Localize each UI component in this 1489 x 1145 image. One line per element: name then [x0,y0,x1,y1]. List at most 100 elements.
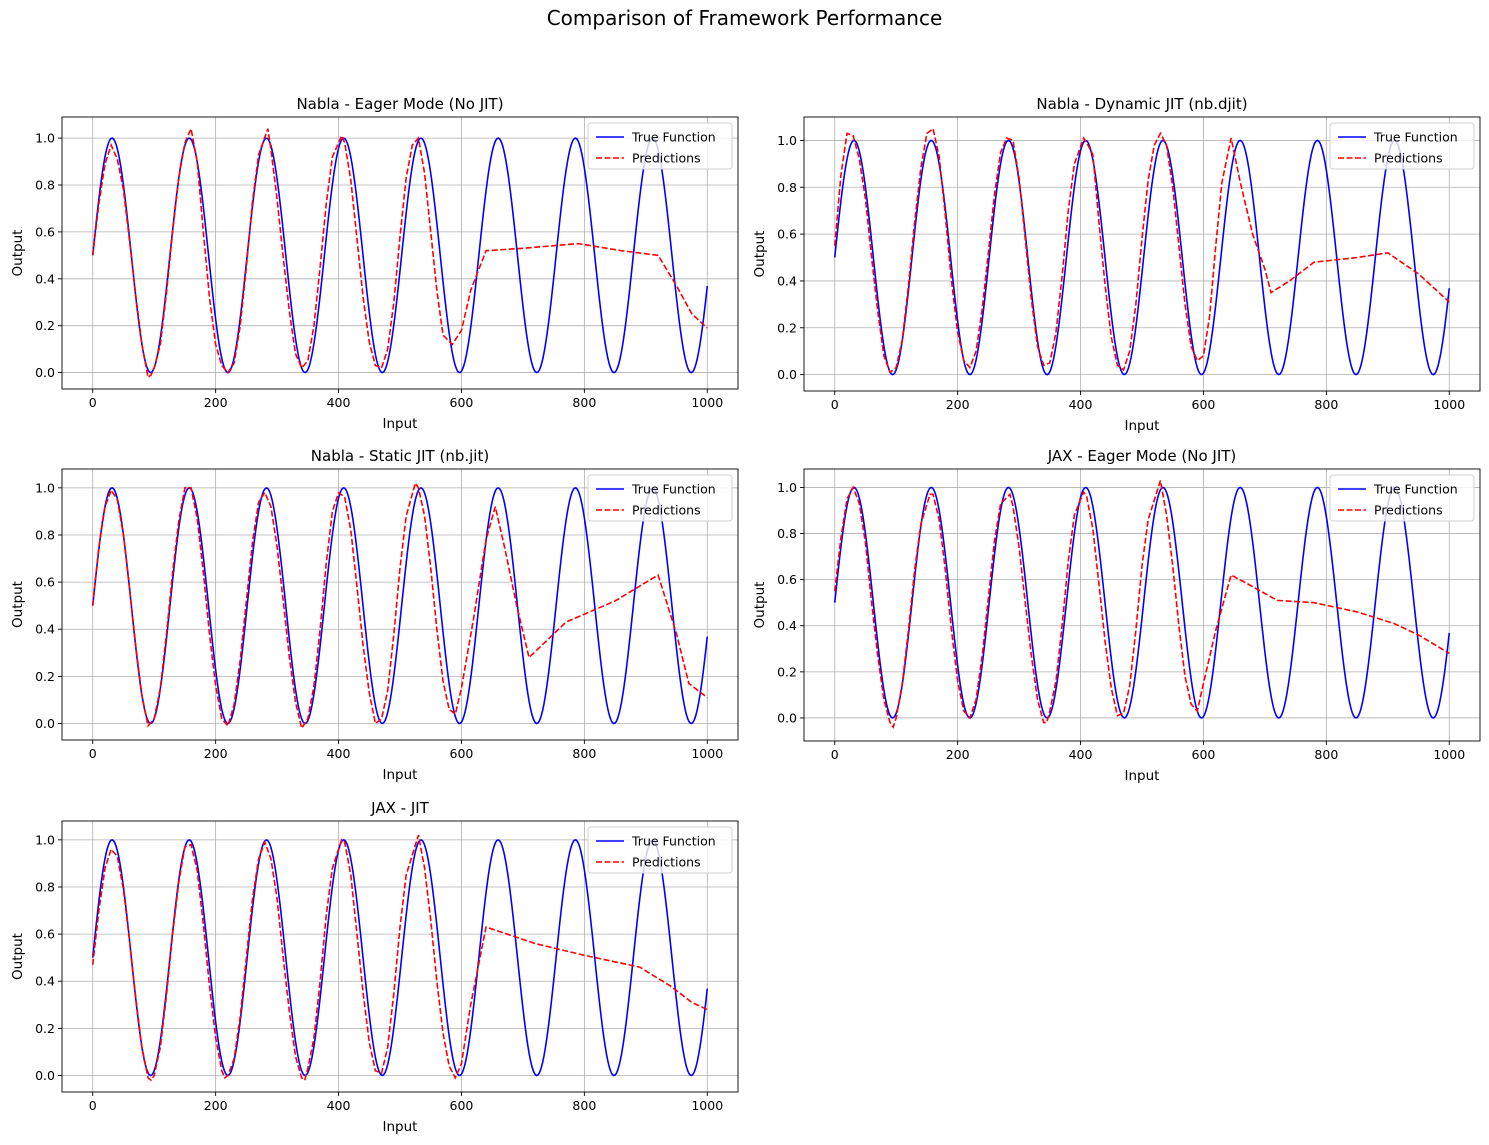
y-tick-label: 0.0 [777,710,797,725]
x-tick-label: 400 [1069,747,1093,762]
x-tick-label: 0 [89,746,97,761]
y-tick-label: 0.6 [35,224,55,239]
legend-label: True Function [1373,482,1458,497]
y-tick-label: 0.6 [35,927,55,942]
y-tick-label: 0.8 [777,526,797,541]
x-tick-label: 600 [1192,397,1216,412]
x-tick-label: 1000 [1433,397,1465,412]
y-tick-label: 0.0 [35,1068,55,1083]
x-tick-label: 400 [1069,397,1093,412]
x-tick-label: 200 [946,747,970,762]
x-axis-label: Input [383,416,418,432]
x-tick-label: 200 [204,395,228,410]
y-tick-label: 1.0 [35,480,55,495]
x-tick-label: 600 [450,395,474,410]
legend-label: True Function [1373,130,1458,145]
subplot-title: JAX - Eager Mode (No JIT) [1047,447,1237,465]
y-tick-label: 0.6 [777,572,797,587]
subplot-jax-eager: 0 200 400 600 800 1000 0.0 0.2 0.4 0.6 0.8 1.0 JAX -… [752,447,1481,784]
y-tick-label: 0.8 [777,180,797,195]
series-line-true-function [91,486,709,725]
y-tick-label: 0.0 [777,367,797,382]
legend: True Function Predictions [587,474,733,522]
x-tick-label: 800 [1314,747,1338,762]
legend-label: Predictions [632,855,701,870]
x-tick-label: 200 [204,746,228,761]
x-tick-label: 200 [204,1098,228,1113]
x-tick-label: 400 [327,746,351,761]
y-tick-label: 0.0 [35,716,55,731]
series-line-predictions [91,834,708,1082]
y-axis-label: Output [752,231,768,278]
y-tick-label: 0.4 [35,974,55,989]
legend: True Function Predictions [587,122,733,170]
x-tick-label: 400 [327,395,351,410]
y-tick-label: 0.8 [35,178,55,193]
axes-frame [61,468,739,741]
subplot-nabla-djit: 0 200 400 600 800 1000 0.0 0.2 0.4 0.6 0.8 1.0 Nabla… [752,95,1481,434]
x-axis-label: Input [383,1119,418,1135]
x-tick-label: 800 [572,395,596,410]
legend-label: True Function [631,130,716,145]
legend-label: Predictions [632,151,701,166]
legend-label: True Function [631,482,716,497]
series-line-predictions [833,480,1450,729]
legend-label: Predictions [632,503,701,518]
x-tick-label: 800 [1314,397,1338,412]
y-axis-label: Output [10,581,26,628]
subplot-title: Nabla - Static JIT (nb.jit) [311,447,489,465]
x-tick-label: 1000 [691,746,723,761]
x-tick-label: 600 [450,746,474,761]
y-tick-label: 0.6 [35,575,55,590]
x-tick-label: 800 [572,746,596,761]
y-tick-label: 1.0 [35,131,55,146]
legend: True Function Predictions [587,826,733,874]
legend: True Function Predictions [1329,474,1475,522]
y-axis-label: Output [10,933,26,980]
subplot-title: JAX - JIT [370,799,429,817]
y-tick-label: 1.0 [777,480,797,495]
x-tick-label: 400 [327,1098,351,1113]
axes-frame [61,116,739,390]
x-tick-label: 0 [89,395,97,410]
x-tick-label: 0 [89,1098,97,1113]
legend-label: Predictions [1374,151,1443,166]
x-axis-label: Input [383,767,418,783]
y-tick-label: 0.2 [35,669,55,684]
y-axis-label: Output [752,582,768,629]
series-line-predictions [833,127,1450,374]
x-tick-label: 0 [831,397,839,412]
x-tick-label: 1000 [1433,747,1465,762]
x-tick-label: 0 [831,747,839,762]
x-tick-label: 1000 [691,1098,723,1113]
subplot-title: Nabla - Eager Mode (No JIT) [296,95,503,113]
subplot-jax-jit: 0 200 400 600 800 1000 0.0 0.2 0.4 0.6 0.8 1.0 JAX -… [10,799,739,1135]
axes-frame [61,820,739,1093]
legend-label: True Function [631,834,716,849]
y-tick-label: 0.4 [35,271,55,286]
y-tick-label: 0.0 [35,365,55,380]
x-tick-label: 800 [572,1098,596,1113]
y-axis-label: Output [10,230,26,277]
subplot-nabla-jit: 0 200 400 600 800 1000 0.0 0.2 0.4 0.6 0.8 1.0 Nabla… [10,447,739,783]
x-tick-label: 600 [450,1098,474,1113]
y-tick-label: 0.8 [35,527,55,542]
subplot-title: Nabla - Dynamic JIT (nb.djit) [1036,95,1247,113]
x-tick-label: 1000 [691,395,723,410]
y-tick-label: 0.2 [35,1021,55,1036]
y-tick-label: 0.6 [777,227,797,242]
y-tick-label: 0.4 [777,273,797,288]
y-tick-label: 1.0 [777,133,797,148]
y-tick-label: 0.2 [777,664,797,679]
axes-frame [803,468,1481,742]
series-line-predictions [91,126,708,379]
axes-frame [803,116,1481,392]
legend-label: Predictions [1374,503,1443,518]
y-tick-label: 0.4 [35,622,55,637]
y-tick-label: 0.2 [35,318,55,333]
series-line-true-function [91,838,709,1077]
figure-title: Comparison of Framework Performance [546,6,943,30]
subplot-nabla-eager: 0 200 400 600 800 1000 0.0 0.2 0.4 0.6 0.8 1.0 Nabla… [10,95,739,432]
x-tick-label: 600 [1192,747,1216,762]
x-axis-label: Input [1125,768,1160,784]
